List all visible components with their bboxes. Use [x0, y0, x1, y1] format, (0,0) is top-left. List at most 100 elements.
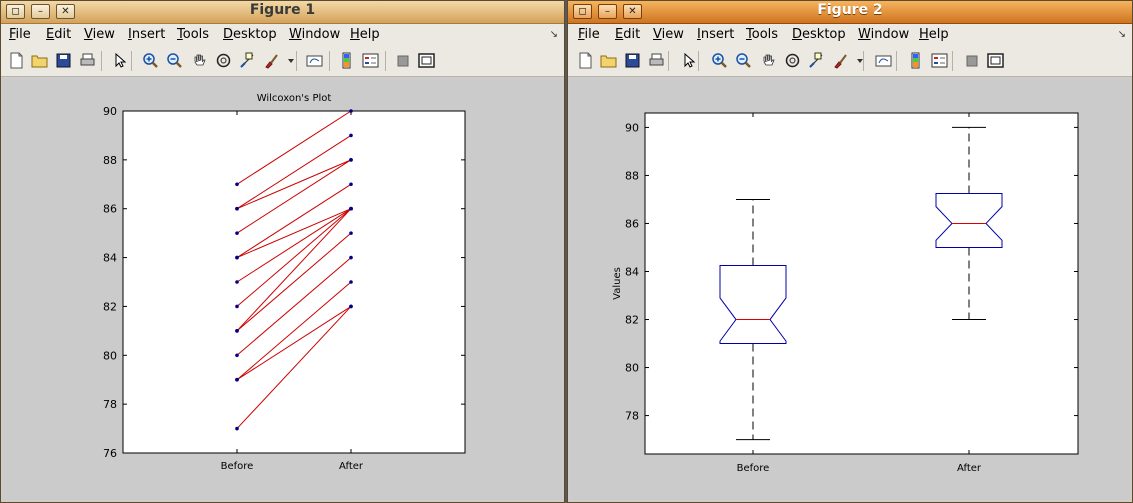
x-tick-label: Before	[221, 461, 254, 472]
menu-desktop[interactable]: Desktop	[792, 27, 846, 42]
zoom-in-icon[interactable]	[142, 52, 159, 69]
legend-icon[interactable]	[931, 52, 948, 69]
figure-area: 78 80 82 84 86 88 90 Values Before After	[570, 78, 1130, 500]
save-icon[interactable]	[624, 52, 641, 69]
pair-line	[236, 208, 352, 307]
pair-line	[236, 232, 352, 332]
x-tick-label: Before	[737, 463, 770, 474]
open-file-icon[interactable]	[31, 52, 48, 69]
new-figure-icon[interactable]	[8, 52, 25, 69]
y-tick-label: 90	[103, 105, 117, 118]
data-point	[349, 133, 353, 138]
menu-tools[interactable]: Tools	[746, 27, 779, 42]
colorbar-icon[interactable]	[338, 52, 355, 69]
x-tick-label: After	[957, 463, 982, 474]
menu-insert[interactable]: Insert	[128, 27, 166, 42]
data-point	[349, 206, 353, 211]
data-point	[349, 182, 353, 187]
data-point	[235, 353, 239, 358]
data-cursor-icon[interactable]	[808, 52, 825, 69]
menu-desktop[interactable]: Desktop	[223, 27, 277, 42]
y-tick-label: 82	[625, 314, 639, 327]
title-bar[interactable]: ◻ – ✕ Figure 2	[568, 1, 1132, 24]
y-tick-label: 88	[625, 169, 639, 182]
y-axis-label: Values	[612, 267, 623, 300]
pair-line	[236, 257, 352, 356]
select-arrow-icon[interactable]	[680, 52, 697, 69]
print-icon[interactable]	[648, 52, 665, 69]
menu-edit[interactable]: Edit	[615, 27, 641, 42]
y-tick-label: 88	[103, 154, 117, 167]
dropdown-arrow-icon[interactable]	[852, 52, 869, 69]
menu-file[interactable]: File	[9, 27, 31, 42]
close-button[interactable]: ✕	[56, 4, 75, 19]
pair-line	[236, 281, 352, 381]
window-menu-button[interactable]: ◻	[6, 4, 25, 19]
data-point	[235, 377, 239, 382]
menu-insert[interactable]: Insert	[697, 27, 735, 42]
rotate-3d-icon[interactable]	[784, 52, 801, 69]
rotate-3d-icon[interactable]	[215, 52, 232, 69]
window-menu-button[interactable]: ◻	[573, 4, 592, 19]
toolbar	[568, 46, 1132, 77]
minimize-button[interactable]: –	[598, 4, 617, 19]
menu-view[interactable]: View	[84, 27, 115, 42]
figure-2-window: ◻ – ✕ Figure 2 File Edit View Insert Tools De…	[567, 0, 1133, 503]
link-plot-icon[interactable]	[306, 52, 323, 69]
wilcoxon-plot[interactable]: Wilcoxon's Plot 76 78 80 82 84 86 88 90 Before Aft…	[3, 78, 564, 502]
data-point	[235, 329, 239, 333]
menu-view[interactable]: View	[653, 27, 684, 42]
y-tick-label: 78	[103, 398, 117, 411]
pair-line	[236, 135, 352, 210]
y-tick-label: 90	[625, 121, 639, 134]
pair-line	[236, 183, 352, 258]
show-plot-tools-icon[interactable]	[987, 52, 1004, 69]
hide-plot-tools-icon[interactable]	[964, 52, 981, 69]
menu-help[interactable]: Help	[350, 27, 380, 42]
figure-area: Wilcoxon's Plot 76 78 80 82 84 86 88 90 Before Aft…	[3, 78, 562, 500]
save-icon[interactable]	[55, 52, 72, 69]
zoom-out-icon[interactable]	[735, 52, 752, 69]
menu-edit[interactable]: Edit	[46, 27, 72, 42]
brush-icon[interactable]	[832, 52, 849, 69]
pan-hand-icon[interactable]	[760, 52, 777, 69]
menu-tools[interactable]: Tools	[177, 27, 210, 42]
window-title: Figure 2	[817, 2, 883, 18]
dock-arrow-icon[interactable]: ↘	[549, 29, 558, 40]
close-button[interactable]: ✕	[623, 4, 642, 19]
zoom-out-icon[interactable]	[166, 52, 183, 69]
select-arrow-icon[interactable]	[111, 52, 128, 69]
data-point	[349, 280, 353, 284]
brush-icon[interactable]	[263, 52, 280, 69]
new-figure-icon[interactable]	[577, 52, 594, 69]
data-point	[235, 255, 239, 260]
title-bar[interactable]: ◻ – ✕ Figure 1	[1, 1, 564, 24]
pair-line	[236, 306, 352, 381]
menu-window[interactable]: Window	[289, 27, 341, 42]
data-point	[235, 231, 239, 235]
pair-line	[236, 110, 352, 185]
menu-file[interactable]: File	[578, 27, 600, 42]
data-point	[235, 182, 239, 187]
minimize-button[interactable]: –	[31, 4, 50, 19]
menu-bar: File Edit View Insert Tools Desktop Window Help…	[1, 24, 564, 46]
y-tick-label: 78	[625, 410, 639, 423]
box-plot[interactable]: 78 80 82 84 86 88 90 Values Before After	[570, 78, 1132, 502]
pan-hand-icon[interactable]	[191, 52, 208, 69]
open-file-icon[interactable]	[600, 52, 617, 69]
print-icon[interactable]	[79, 52, 96, 69]
pair-line	[236, 208, 352, 332]
legend-icon[interactable]	[362, 52, 379, 69]
link-plot-icon[interactable]	[875, 52, 892, 69]
dropdown-arrow-icon[interactable]	[283, 52, 300, 69]
show-plot-tools-icon[interactable]	[418, 52, 435, 69]
data-cursor-icon[interactable]	[239, 52, 256, 69]
chart-title: Wilcoxon's Plot	[257, 93, 332, 104]
hide-plot-tools-icon[interactable]	[395, 52, 412, 69]
colorbar-icon[interactable]	[907, 52, 924, 69]
menu-help[interactable]: Help	[919, 27, 949, 42]
data-point	[235, 280, 239, 284]
zoom-in-icon[interactable]	[711, 52, 728, 69]
menu-window[interactable]: Window	[858, 27, 910, 42]
dock-arrow-icon[interactable]: ↘	[1117, 29, 1126, 40]
